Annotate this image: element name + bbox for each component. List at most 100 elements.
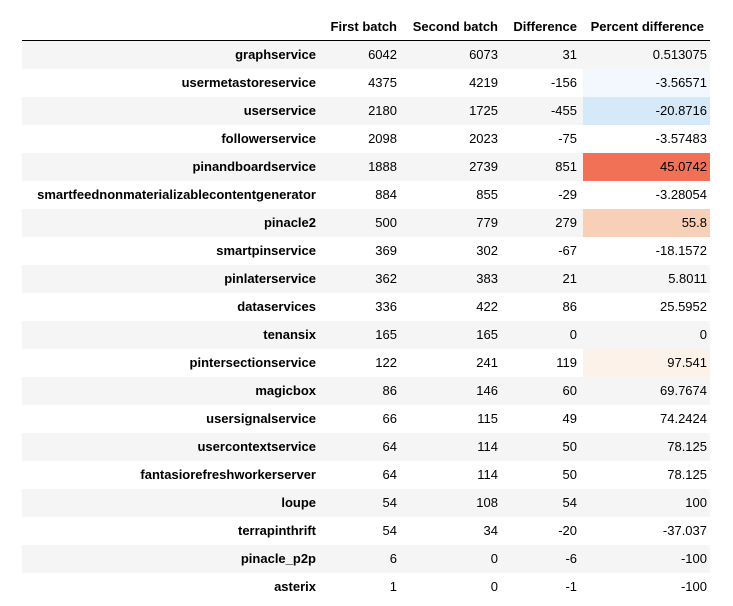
cell-first-batch: 4375 (322, 68, 403, 97)
cell-second-batch: 165 (403, 320, 504, 349)
cell-first-batch: 362 (322, 264, 403, 293)
cell-first-batch: 64 (322, 460, 403, 489)
row-label: pinlaterservice (22, 264, 322, 293)
cell-first-batch: 2098 (322, 124, 403, 153)
cell-percent-difference: -18.1572 (583, 236, 710, 265)
cell-first-batch: 6 (322, 544, 403, 573)
row-label: loupe (22, 488, 322, 517)
table-row: pinlaterservice 362 383 21 5.8011 (22, 264, 710, 293)
cell-second-batch: 0 (403, 572, 504, 601)
cell-first-batch: 86 (322, 376, 403, 405)
table-row: followerservice 2098 2023 -75 -3.57483 (22, 124, 710, 153)
cell-difference: 50 (504, 460, 583, 489)
cell-second-batch: 6073 (403, 40, 504, 69)
cell-percent-difference: 69.7674 (583, 376, 710, 405)
cell-difference: 50 (504, 432, 583, 461)
cell-first-batch: 54 (322, 516, 403, 545)
column-header-second-batch: Second batch (403, 12, 504, 41)
table-row: fantasiorefreshworkerserver 64 114 50 78.125 (22, 460, 710, 489)
table-row: tenansix 165 165 0 0 (22, 320, 710, 349)
table-row: pintersectionservice 122 241 119 97.541 (22, 348, 710, 377)
cell-second-batch: 114 (403, 432, 504, 461)
row-label: magicbox (22, 376, 322, 405)
cell-second-batch: 146 (403, 376, 504, 405)
cell-percent-difference: 78.125 (583, 460, 710, 489)
cell-second-batch: 779 (403, 208, 504, 237)
cell-difference: 119 (504, 348, 583, 377)
table-row: pinandboardservice 1888 2739 851 45.0742 (22, 152, 710, 181)
cell-difference: -67 (504, 236, 583, 265)
row-label: asterix (22, 572, 322, 601)
cell-difference: -75 (504, 124, 583, 153)
cell-second-batch: 114 (403, 460, 504, 489)
cell-difference: -6 (504, 544, 583, 573)
table-row: smartpinservice 369 302 -67 -18.1572 (22, 236, 710, 265)
cell-percent-difference: 100 (583, 488, 710, 517)
row-label: userservice (22, 96, 322, 125)
cell-difference: 279 (504, 208, 583, 237)
cell-percent-difference: 0 (583, 320, 710, 349)
cell-first-batch: 369 (322, 236, 403, 265)
table-row: loupe 54 108 54 100 (22, 488, 710, 517)
cell-first-batch: 884 (322, 180, 403, 209)
table-row: usersignalservice 66 115 49 74.2424 (22, 404, 710, 433)
cell-first-batch: 64 (322, 432, 403, 461)
cell-percent-difference: -3.57483 (583, 124, 710, 153)
cell-second-batch: 34 (403, 516, 504, 545)
table-row: dataservices 336 422 86 25.5952 (22, 292, 710, 321)
cell-percent-difference: -37.037 (583, 516, 710, 545)
table-body: graphservice 6042 6073 31 0.513075 usermetast… (22, 40, 710, 601)
row-label: pinacle_p2p (22, 544, 322, 573)
cell-first-batch: 500 (322, 208, 403, 237)
cell-difference: 31 (504, 40, 583, 69)
cell-first-batch: 1 (322, 572, 403, 601)
row-label: pintersectionservice (22, 348, 322, 377)
comparison-table: First batch Second batch Difference Perc… (22, 12, 710, 601)
cell-percent-difference: -20.8716 (583, 96, 710, 125)
cell-percent-difference: 55.8 (583, 208, 710, 237)
cell-second-batch: 2739 (403, 152, 504, 181)
table-row: userservice 2180 1725 -455 -20.8716 (22, 96, 710, 125)
cell-first-batch: 66 (322, 404, 403, 433)
cell-second-batch: 115 (403, 404, 504, 433)
cell-second-batch: 383 (403, 264, 504, 293)
row-label: pinacle2 (22, 208, 322, 237)
cell-difference: 0 (504, 320, 583, 349)
table-row: pinacle_p2p 6 0 -6 -100 (22, 544, 710, 573)
cell-percent-difference: -100 (583, 544, 710, 573)
row-label: usercontextservice (22, 432, 322, 461)
table-row: usermetastoreservice 4375 4219 -156 -3.56571 (22, 68, 710, 97)
row-label: followerservice (22, 124, 322, 153)
row-label: graphservice (22, 40, 322, 69)
cell-percent-difference: 74.2424 (583, 404, 710, 433)
cell-first-batch: 2180 (322, 96, 403, 125)
row-label: terrapinthrift (22, 516, 322, 545)
cell-percent-difference: -3.28054 (583, 180, 710, 209)
cell-second-batch: 241 (403, 348, 504, 377)
row-label: usermetastoreservice (22, 68, 322, 97)
cell-percent-difference: 5.8011 (583, 264, 710, 293)
column-header-first-batch: First batch (322, 12, 403, 41)
table-row: asterix 1 0 -1 -100 (22, 572, 710, 601)
cell-difference: -20 (504, 516, 583, 545)
cell-first-batch: 336 (322, 292, 403, 321)
cell-second-batch: 855 (403, 180, 504, 209)
row-label: usersignalservice (22, 404, 322, 433)
cell-percent-difference: 97.541 (583, 348, 710, 377)
cell-second-batch: 4219 (403, 68, 504, 97)
cell-percent-difference: 45.0742 (583, 152, 710, 181)
cell-percent-difference: 0.513075 (583, 40, 710, 69)
cell-percent-difference: 25.5952 (583, 292, 710, 321)
cell-first-batch: 165 (322, 320, 403, 349)
cell-percent-difference: -3.56571 (583, 68, 710, 97)
cell-difference: -455 (504, 96, 583, 125)
cell-difference: -1 (504, 572, 583, 601)
cell-first-batch: 1888 (322, 152, 403, 181)
cell-difference: 851 (504, 152, 583, 181)
row-label: tenansix (22, 320, 322, 349)
cell-first-batch: 122 (322, 348, 403, 377)
row-label: smartfeednonmaterializablecontentgenerat… (22, 180, 322, 209)
row-label: smartpinservice (22, 236, 322, 265)
index-header (22, 12, 322, 41)
